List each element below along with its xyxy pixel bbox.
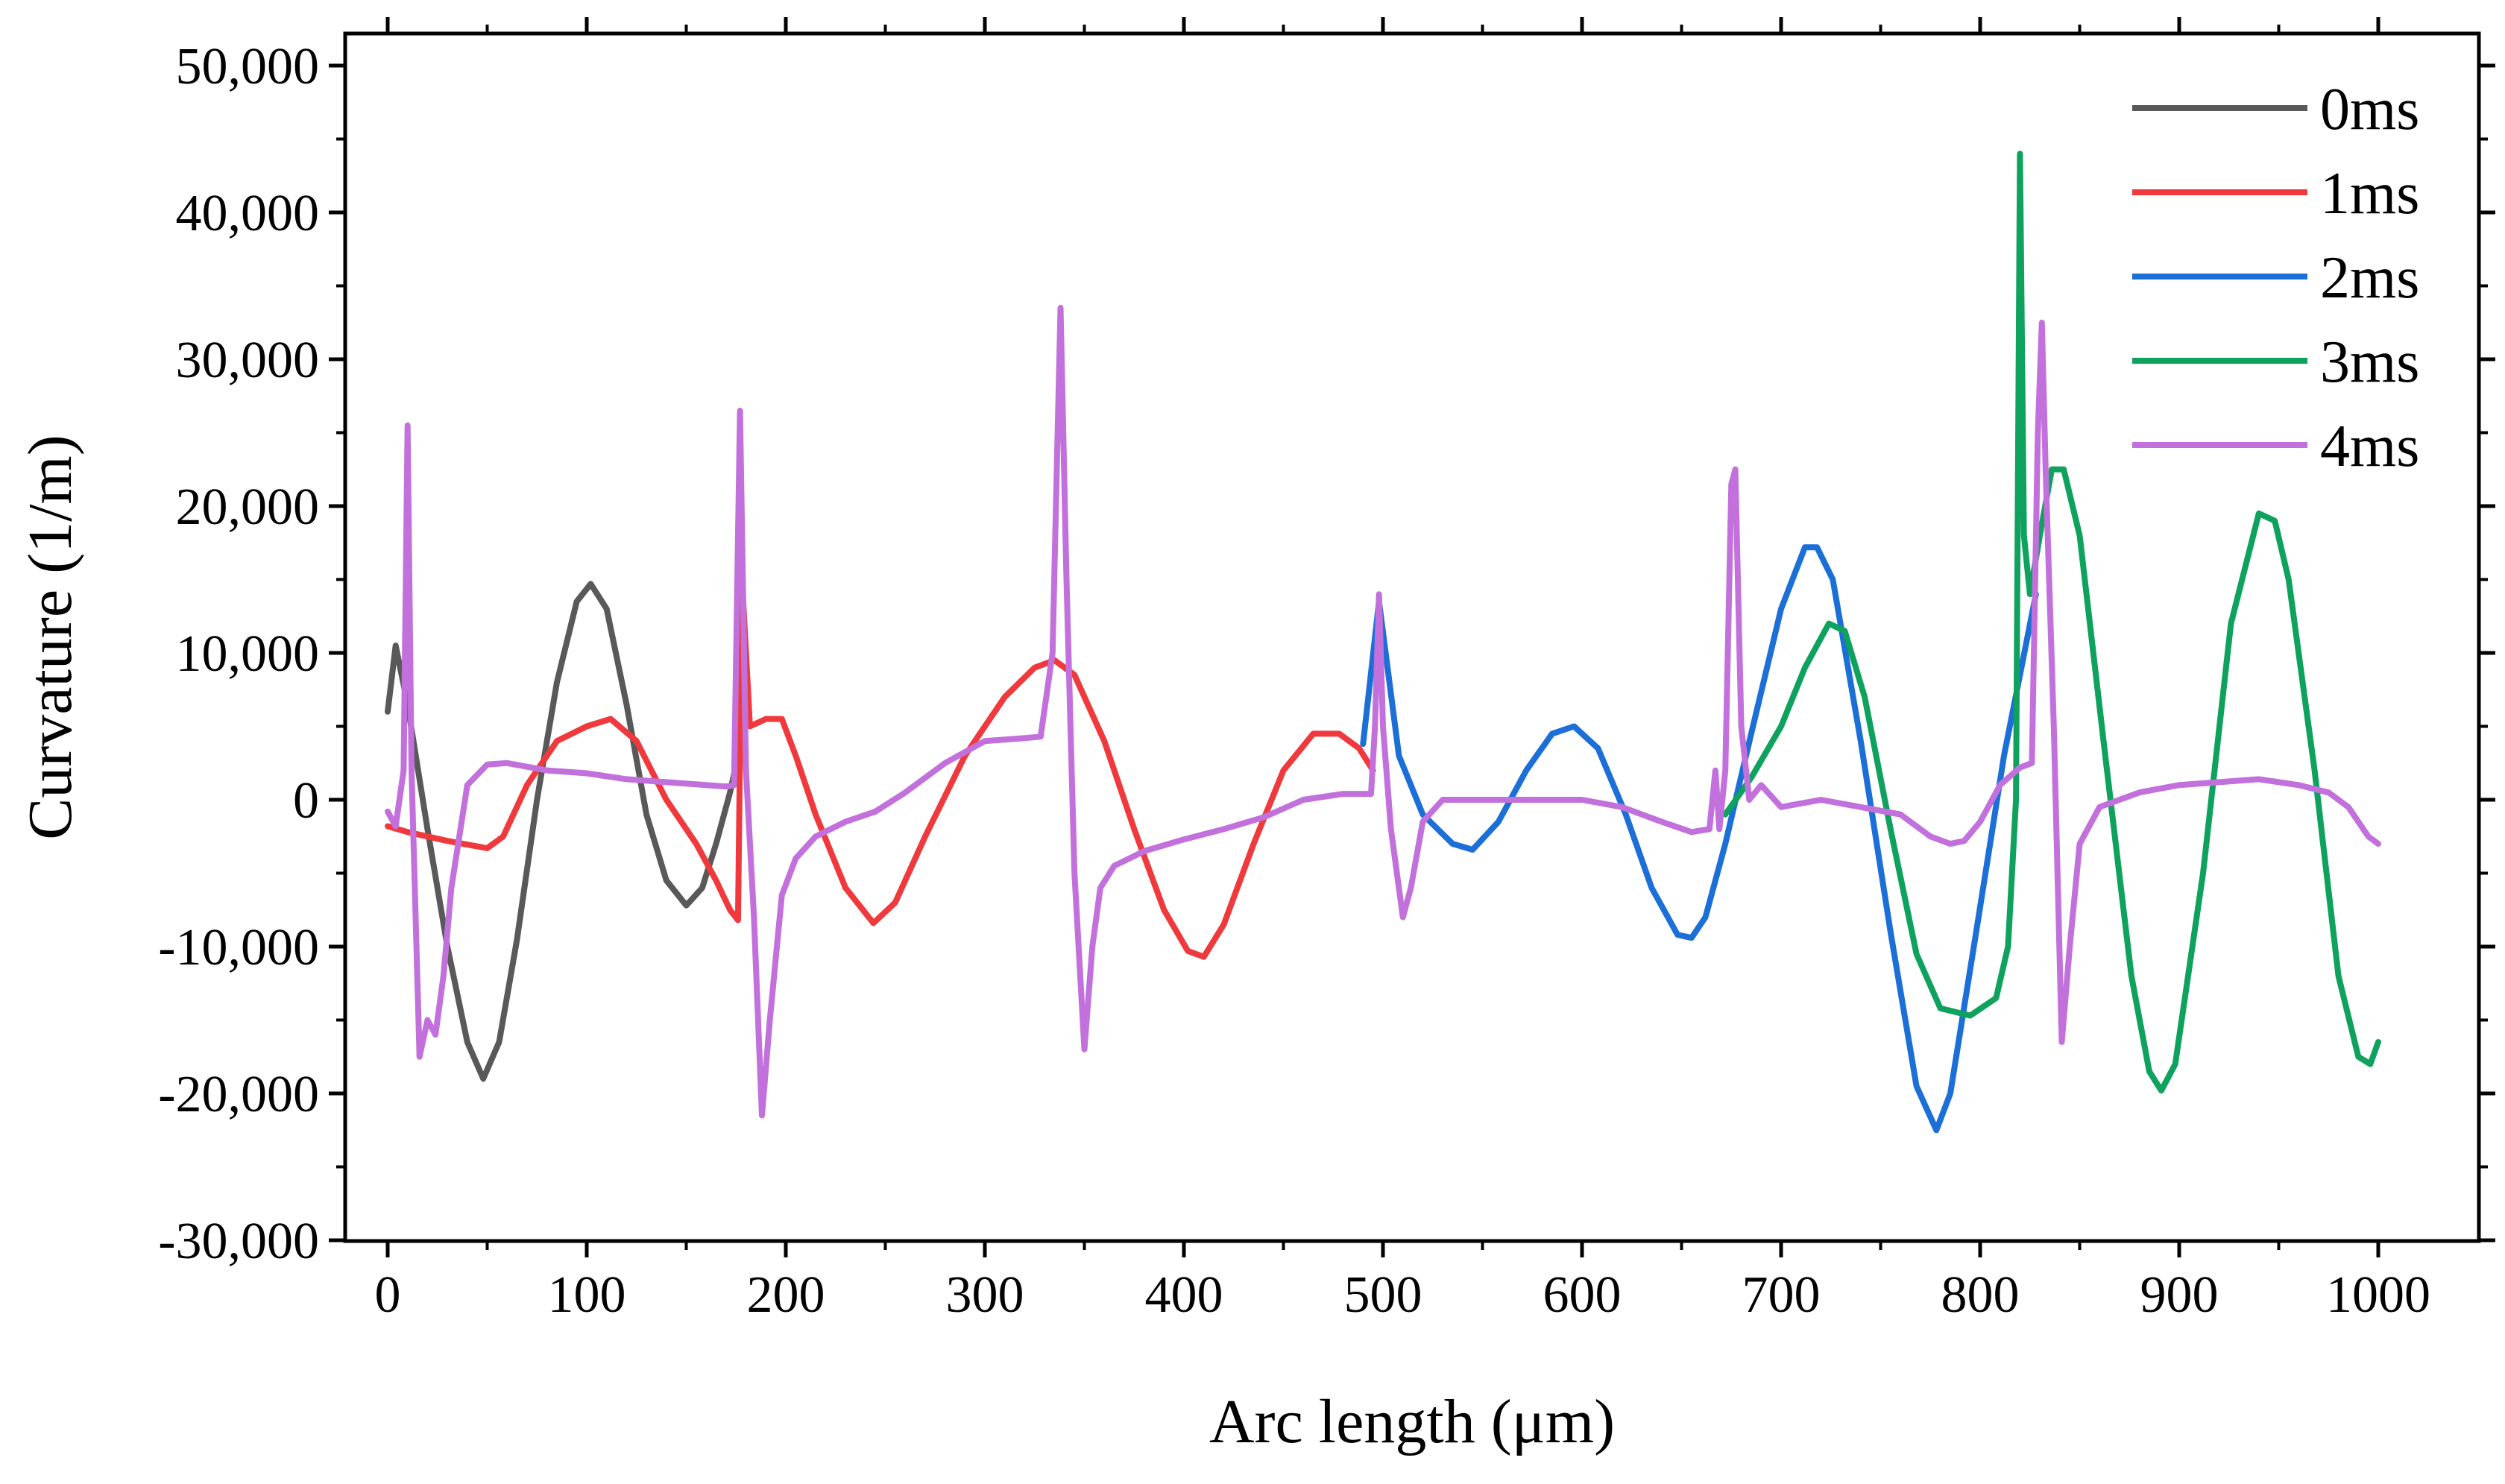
legend-label-4ms: 4ms bbox=[2320, 414, 2419, 479]
legend-label-0ms: 0ms bbox=[2320, 77, 2419, 142]
x-tick-label: 700 bbox=[1742, 1266, 1821, 1324]
x-tick-label: 300 bbox=[946, 1266, 1024, 1324]
x-tick-label: 900 bbox=[2140, 1266, 2219, 1324]
series-line-4ms bbox=[385, 305, 2381, 1119]
series-line-1ms bbox=[385, 576, 1376, 960]
x-tick-label: 400 bbox=[1145, 1266, 1223, 1324]
series-layer bbox=[385, 151, 2381, 1134]
ticks-layer: 0 100 200 300 400 500 600 700 800 900 1000 -30,000 -… bbox=[158, 17, 2495, 1324]
x-tick-label: 800 bbox=[1941, 1266, 2020, 1324]
legend-label-1ms: 1ms bbox=[2320, 161, 2419, 227]
x-tick-label: 1000 bbox=[2326, 1266, 2430, 1324]
legend-label-2ms: 2ms bbox=[2320, 245, 2419, 311]
plot-frame bbox=[343, 31, 2481, 1243]
y-tick-label: 30,000 bbox=[176, 332, 320, 389]
x-tick-label: 500 bbox=[1344, 1266, 1422, 1324]
series-line-2ms bbox=[1360, 544, 2039, 1134]
y-tick-label: 40,000 bbox=[176, 185, 320, 242]
y-tick-label: -30,000 bbox=[158, 1213, 319, 1270]
legend: 0ms 1ms 2ms 3ms 4ms bbox=[2132, 77, 2419, 479]
x-tick-label: 200 bbox=[747, 1266, 825, 1324]
series-line-0ms bbox=[385, 581, 741, 1082]
y-tick-label: 50,000 bbox=[176, 38, 320, 95]
y-tick-label: 10,000 bbox=[176, 625, 320, 683]
y-axis-title: Curvature (1/m) bbox=[16, 435, 85, 840]
x-tick-label: 0 bbox=[375, 1266, 401, 1324]
y-tick-label: -20,000 bbox=[158, 1066, 319, 1123]
x-axis-title: Arc length (μm) bbox=[1209, 1387, 1615, 1456]
y-tick-label: 20,000 bbox=[176, 479, 320, 536]
x-tick-label: 100 bbox=[548, 1266, 626, 1324]
legend-label-3ms: 3ms bbox=[2320, 329, 2419, 395]
y-tick-label: 0 bbox=[293, 772, 319, 830]
x-tick-label: 600 bbox=[1543, 1266, 1622, 1324]
y-tick-label: -10,000 bbox=[158, 919, 319, 976]
